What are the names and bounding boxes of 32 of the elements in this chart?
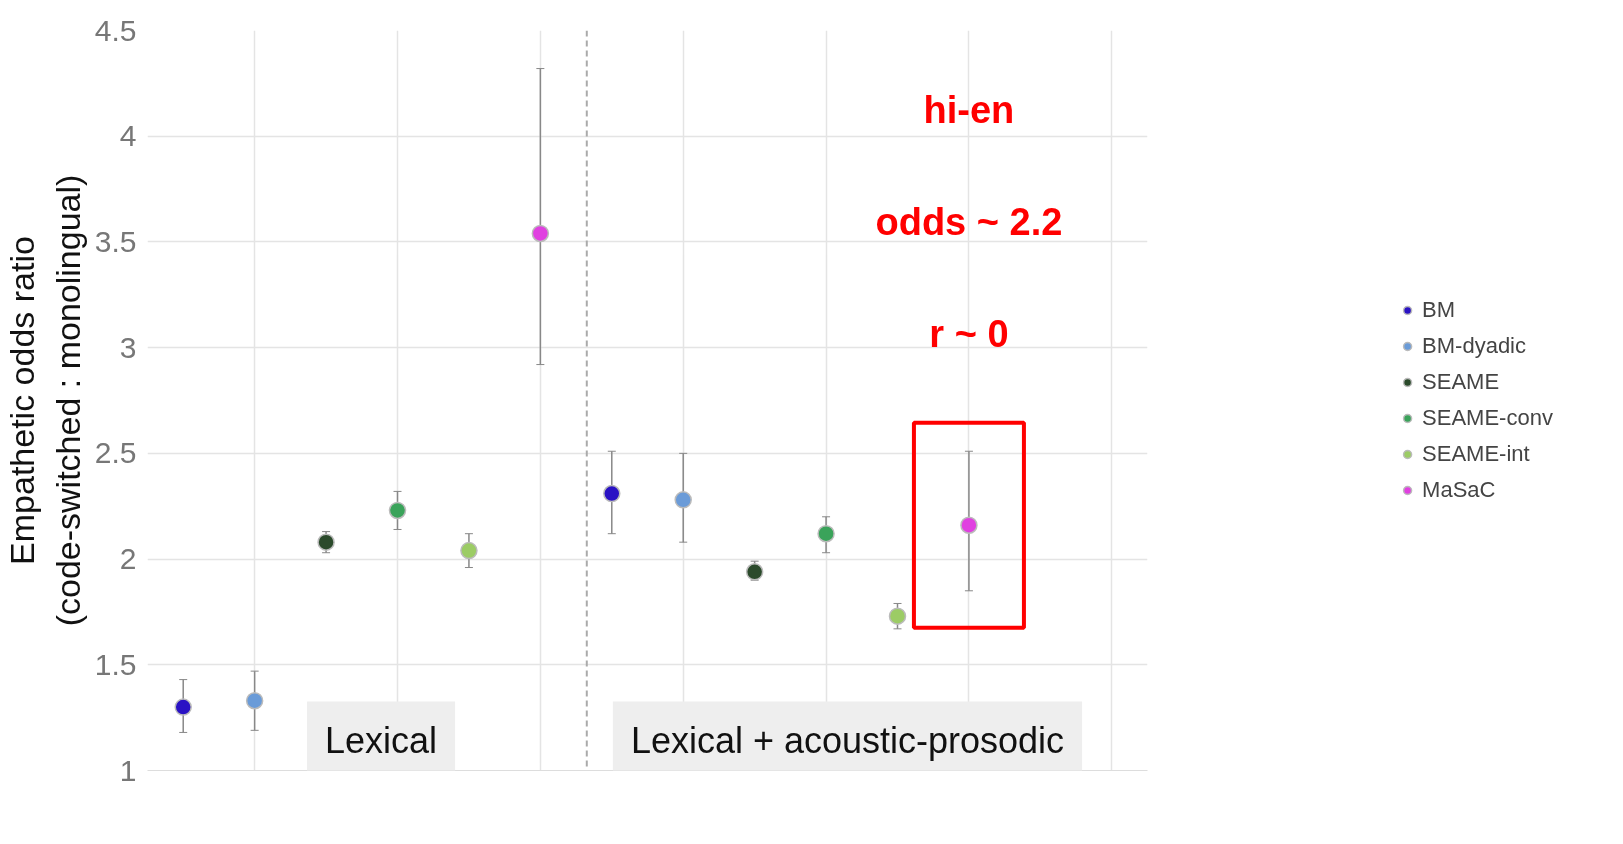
legend-label: SEAME-int xyxy=(1422,441,1530,467)
point xyxy=(388,501,407,520)
point xyxy=(245,691,264,710)
y-tick-label: 3 xyxy=(119,330,137,364)
y-tick-label: 4 xyxy=(119,119,137,153)
point xyxy=(817,524,835,543)
annotation: Lexical xyxy=(325,719,438,761)
legend-label: BM xyxy=(1422,297,1456,323)
annotation: odds ~ 2.2 xyxy=(875,201,1063,244)
y-tick-label: 3.5 xyxy=(94,224,137,258)
point xyxy=(531,224,550,243)
legend-label: MaSaC xyxy=(1422,477,1496,503)
point xyxy=(960,516,978,534)
legend-label: BM-dyadic xyxy=(1422,333,1527,359)
annotation: Lexical + acoustic-prosodic xyxy=(630,719,1065,761)
y-axis-title: Empathetic odds ratio (code-switched : monolingual) xyxy=(3,174,87,627)
y-tick-label: 4.5 xyxy=(94,13,137,47)
y-tick-label: 2.5 xyxy=(94,436,137,470)
point xyxy=(888,607,907,625)
point xyxy=(745,563,764,581)
point xyxy=(674,491,692,509)
point xyxy=(460,541,478,560)
y-tick-label: 1.5 xyxy=(94,647,137,681)
y-tick-label: 2 xyxy=(119,542,137,576)
annotation: r ~ 0 xyxy=(929,313,1009,356)
annotation: hi-en xyxy=(923,89,1015,132)
point xyxy=(174,698,192,716)
point xyxy=(603,484,621,503)
legend-label: SEAME-conv xyxy=(1422,405,1553,431)
y-tick-label: 1 xyxy=(119,753,137,787)
legend-label: SEAME xyxy=(1422,369,1500,395)
point xyxy=(317,533,335,551)
